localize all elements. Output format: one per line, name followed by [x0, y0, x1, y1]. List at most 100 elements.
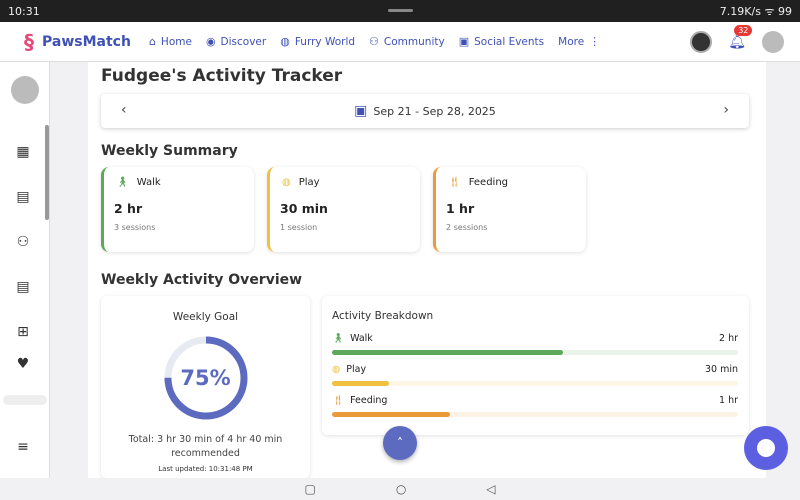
- notification-handle[interactable]: [388, 9, 413, 12]
- prev-week-button[interactable]: ‹: [121, 102, 127, 118]
- nav-social-events[interactable]: ▣ Social Events: [459, 35, 544, 48]
- card-label-text: Walk: [136, 177, 161, 188]
- sidebar: ▦ ▤ ⚇ ▤ ⊞ ♥ ≡: [0, 62, 50, 478]
- sports-icon: ◍: [282, 177, 291, 188]
- recents-icon[interactable]: ▢: [304, 482, 316, 496]
- nav-label: Discover: [220, 35, 267, 48]
- nav-furry-world[interactable]: ◍ Furry World: [280, 35, 355, 48]
- globe-icon: ◍: [280, 35, 290, 48]
- next-week-button[interactable]: ›: [723, 102, 729, 118]
- nav-label: Social Events: [474, 35, 545, 48]
- restaurant-icon: 🍴︎: [448, 177, 461, 188]
- chat-button[interactable]: [744, 426, 788, 470]
- home-icon: ⌂: [148, 35, 156, 48]
- row-amount: 1 hr: [719, 395, 738, 406]
- weekly-goal-card: Weekly Goal 75% Total: 3 hr 30 min of 4 …: [101, 296, 310, 478]
- logo[interactable]: § PawsMatch: [24, 30, 131, 54]
- heart-icon[interactable]: ♥: [16, 356, 30, 372]
- date-range-selector: ‹ ▣ Sep 21 - Sep 28, 2025 ›: [101, 94, 749, 128]
- summary-card-walk: 🚶︎ Walk 2 hr 3 sessions: [101, 167, 254, 252]
- card-label: ◍ Play: [282, 177, 320, 188]
- pet-avatar[interactable]: [690, 30, 713, 53]
- card-sessions: 3 sessions: [114, 223, 156, 232]
- nav-label: Furry World: [294, 35, 356, 48]
- goal-title: Weekly Goal: [172, 311, 239, 323]
- progress-fill: [332, 350, 564, 355]
- summary-card-feeding: 🍴︎ Feeding 1 hr 2 sessions: [433, 167, 586, 252]
- calendar-icon: ▣: [458, 35, 470, 48]
- nav-label: Community: [383, 35, 445, 48]
- goal-total: Total: 3 hr 30 min of 4 hr 40 min recomm…: [128, 434, 283, 459]
- summary-card-play: ◍ Play 30 min 1 session: [267, 167, 420, 252]
- breakdown-row-feeding: 🍴︎ Feeding 1 hr: [332, 395, 738, 417]
- breakdown-row-play: ◍ Play 30 min: [332, 364, 738, 386]
- progress-track: [332, 381, 738, 386]
- sidebar-pill: [3, 395, 47, 405]
- add-box-icon[interactable]: ⊞: [17, 324, 29, 340]
- nav-discover[interactable]: ◉ Discover: [206, 35, 266, 48]
- event-icon[interactable]: ▤: [16, 279, 30, 295]
- back-icon[interactable]: ◁: [486, 482, 496, 496]
- more-vert-icon: ⋮: [589, 35, 601, 48]
- last-updated: Last updated: 10:31:48 PM: [158, 465, 253, 473]
- nav-label: More: [558, 35, 585, 48]
- notifications-button[interactable]: 🔔︎ 32: [728, 24, 753, 50]
- scroll-top-button[interactable]: ˄: [383, 426, 417, 460]
- goal-progress-ring: [164, 336, 247, 420]
- bell-icon: 🔔︎: [728, 33, 746, 50]
- breakdown-row-walk: 🚶︎ Walk 2 hr: [332, 333, 738, 355]
- card-label-text: Feeding: [468, 177, 509, 188]
- card-label: 🚶︎ Walk: [116, 177, 161, 188]
- row-label: Walk: [350, 333, 373, 344]
- net-speed: 7.19K/s: [719, 4, 761, 18]
- card-label: 🍴︎ Feeding: [448, 177, 508, 188]
- card-value: 2 hr: [114, 201, 143, 216]
- card-value: 30 min: [280, 201, 328, 216]
- nav-home[interactable]: ⌂ Home: [149, 35, 192, 48]
- progress-fill: [332, 381, 389, 386]
- nav-community[interactable]: ⚇ Community: [369, 35, 445, 48]
- notification-badge: 32: [734, 24, 753, 36]
- progress-track: [332, 350, 738, 355]
- battery: 99: [778, 4, 792, 18]
- goal-percent: 75%: [180, 366, 231, 390]
- restaurant-icon: 🍴︎: [332, 395, 345, 406]
- calendar-icon: ▣: [354, 103, 368, 119]
- sports-icon: ◍: [332, 364, 341, 375]
- home-circle-icon[interactable]: ○: [395, 482, 407, 496]
- row-label: Play: [346, 364, 367, 375]
- card-sessions: 1 session: [280, 223, 318, 232]
- row-amount: 2 hr: [719, 333, 738, 344]
- brand-name: PawsMatch: [42, 33, 131, 50]
- nav-more[interactable]: More ⋮: [558, 35, 600, 48]
- sidebar-scrollbar[interactable]: [45, 125, 49, 220]
- page-title: Fudgee's Activity Tracker: [101, 66, 343, 86]
- dashboard-icon[interactable]: ▦: [16, 144, 30, 160]
- logo-icon: §: [24, 29, 34, 54]
- row-label: Feeding: [350, 395, 388, 406]
- compass-icon: ◉: [205, 35, 216, 48]
- nav-label: Home: [160, 35, 192, 48]
- row-amount: 30 min: [704, 364, 738, 375]
- android-nav-bar: ▢ ○ ◁: [0, 478, 800, 500]
- sidebar-avatar[interactable]: [11, 76, 39, 104]
- walk-icon: 🚶︎: [116, 177, 129, 188]
- status-icons: 7.19K/s ᯤ 99: [719, 4, 792, 18]
- progress-fill: [332, 412, 450, 417]
- status-bar: 10:31 7.19K/s ᯤ 99: [0, 0, 800, 22]
- breakdown-title: Activity Breakdown: [332, 310, 434, 322]
- walk-icon: 🚶︎: [332, 333, 345, 344]
- activity-breakdown-card: Activity Breakdown 🚶︎ Walk 2 hr ◍ Play 30 min…: [322, 296, 749, 435]
- menu-icon[interactable]: ≡: [17, 439, 29, 455]
- people-icon: ⚇: [369, 35, 379, 48]
- date-range: Sep 21 - Sep 28, 2025: [373, 104, 496, 118]
- user-avatar[interactable]: [762, 30, 784, 53]
- weekly-summary-heading: Weekly Summary: [101, 143, 238, 159]
- calendar-icon[interactable]: ▤: [16, 189, 30, 205]
- weekly-overview-heading: Weekly Activity Overview: [101, 272, 303, 288]
- top-nav: § PawsMatch ⌂ Home ◉ Discover ◍ Furry World …: [0, 22, 800, 62]
- card-value: 1 hr: [446, 201, 475, 216]
- clock: 10:31: [8, 4, 40, 18]
- card-label-text: Play: [298, 177, 320, 188]
- people-icon[interactable]: ⚇: [16, 234, 30, 250]
